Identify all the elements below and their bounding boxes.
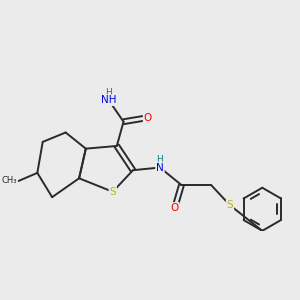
Text: CH₃: CH₃ [2, 176, 17, 185]
Text: S: S [226, 200, 233, 210]
Text: S: S [110, 187, 116, 197]
Text: N: N [156, 163, 164, 172]
Text: H: H [105, 88, 112, 97]
Text: O: O [171, 203, 179, 213]
Text: NH: NH [101, 95, 116, 105]
Text: H: H [157, 155, 163, 164]
Text: O: O [144, 113, 152, 123]
